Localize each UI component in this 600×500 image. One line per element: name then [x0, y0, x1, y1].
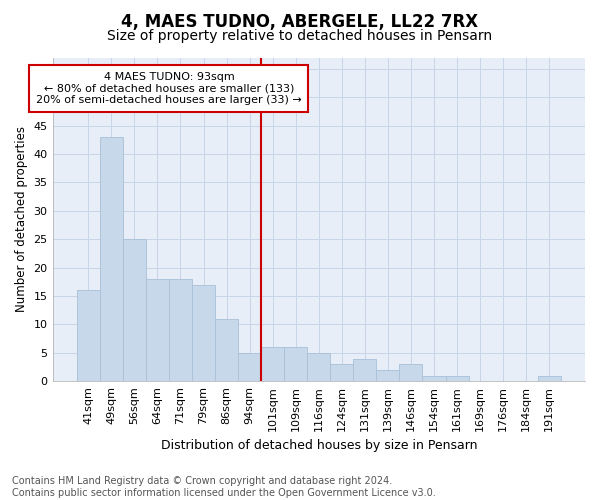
Bar	[400, 364, 422, 382]
Y-axis label: Number of detached properties: Number of detached properties	[15, 126, 28, 312]
Bar	[353, 358, 376, 382]
Bar	[422, 376, 446, 382]
X-axis label: Distribution of detached houses by size in Pensarn: Distribution of detached houses by size …	[161, 440, 477, 452]
Bar	[215, 319, 238, 382]
Bar	[261, 347, 284, 382]
Bar	[238, 353, 261, 382]
Bar	[100, 137, 123, 382]
Bar	[77, 290, 100, 382]
Bar	[538, 376, 561, 382]
Bar	[307, 353, 330, 382]
Text: 4, MAES TUDNO, ABERGELE, LL22 7RX: 4, MAES TUDNO, ABERGELE, LL22 7RX	[121, 12, 479, 30]
Text: 4 MAES TUDNO: 93sqm
← 80% of detached houses are smaller (133)
20% of semi-detac: 4 MAES TUDNO: 93sqm ← 80% of detached ho…	[36, 72, 302, 105]
Text: Size of property relative to detached houses in Pensarn: Size of property relative to detached ho…	[107, 29, 493, 43]
Bar	[330, 364, 353, 382]
Bar	[284, 347, 307, 382]
Bar	[123, 240, 146, 382]
Bar	[146, 279, 169, 382]
Bar	[446, 376, 469, 382]
Bar	[376, 370, 400, 382]
Bar	[192, 284, 215, 382]
Text: Contains HM Land Registry data © Crown copyright and database right 2024.
Contai: Contains HM Land Registry data © Crown c…	[12, 476, 436, 498]
Bar	[169, 279, 192, 382]
